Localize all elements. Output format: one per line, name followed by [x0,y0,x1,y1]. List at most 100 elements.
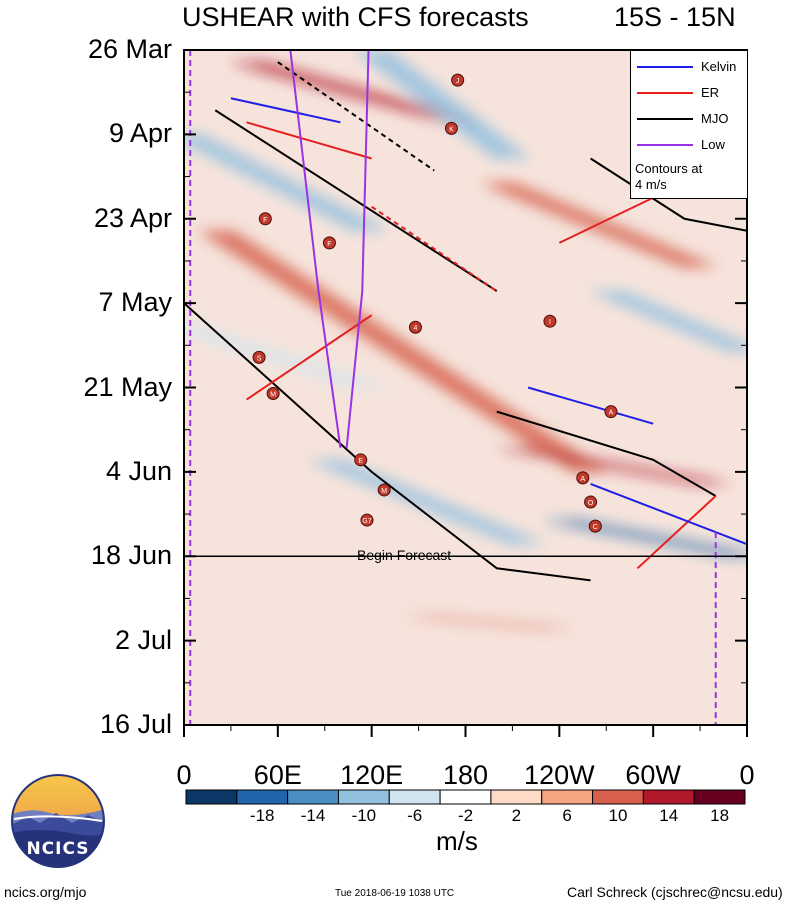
legend-mjo-label: MJO [701,111,729,126]
storm-label: 4 [414,325,418,332]
storm-label: J [456,78,460,85]
colorbar-label: 6 [562,806,572,825]
storm-marker-12: A [576,471,590,485]
storm-symbol [252,350,266,364]
colorbar-swatch-10 [693,789,746,805]
storm-symbol [360,513,374,527]
storm-marker-13: O [584,495,598,509]
colorbar-swatch-7 [541,789,594,805]
storm-markers: J K F F 4 I S M E M G7 A A O C [252,73,618,533]
wave-contour-0 [184,302,591,582]
legend-kelvin-swatch [637,66,693,68]
wave-contour-5 [246,121,372,160]
storm-symbol [576,471,590,485]
colorbar-swatch-4 [388,789,441,805]
colorbar-label: -2 [457,806,474,825]
storm-marker-0: J [451,73,465,87]
shear-band-7 [353,50,531,159]
wave-contour-14 [345,50,370,448]
legend-kelvin: Kelvin [631,57,747,77]
wave-contour-8 [245,314,373,401]
wave-contour-3 [496,410,717,497]
storm-marker-3: F [322,236,336,250]
y-tick-label: 2 Jul [114,624,172,655]
x-tick-label: 60W [625,760,681,790]
storm-symbol [444,121,458,135]
colorbar-swatch-2 [287,789,339,805]
y-tick-label: 7 May [98,287,172,318]
legend-note-line1: Contours at [635,161,703,176]
storm-label: S [257,355,262,362]
storm-marker-9: M [377,483,391,497]
legend-note: Contours at 4 m/s [635,161,702,193]
y-tick-label: 4 Jun [105,455,172,486]
storm-marker-10: G7 [360,513,374,527]
ncics-logo[interactable]: NCICS [10,773,106,869]
x-tick-label: 60E [253,760,302,790]
axis-ticks [183,49,748,737]
legend: Kelvin ER MJO Low Contours at 4 m/s [630,50,748,199]
wave-contour-13 [289,50,342,448]
colorbar-label: -6 [407,806,423,825]
ncics-logo-graphic [11,774,105,868]
shear-band-8 [400,616,578,629]
storm-marker-14: C [588,519,602,533]
footer-url[interactable]: ncics.org/mjo [4,884,87,900]
colorbar [185,789,746,805]
colorbar-label: 18 [710,806,730,825]
legend-mjo: MJO [631,109,747,129]
colorbar-swatch-0 [185,789,238,805]
storm-marker-11: A [604,405,618,419]
storm-symbol [408,320,422,334]
storm-symbol [377,483,391,497]
legend-low-swatch [637,144,693,146]
colorbar-units: m/s [436,826,478,856]
x-tick-label: 0 [739,760,755,790]
y-tick-label: 16 Jul [99,709,172,739]
legend-er-label: ER [701,85,720,100]
y-tick-label: 18 Jun [90,540,172,571]
storm-label: A [609,410,614,417]
colorbar-swatch-3 [337,789,390,805]
shear-band-1 [197,230,609,472]
y-tick-label: 9 Apr [108,118,172,149]
footer-author: Carl Schreck (cjschrec@ncsu.edu) [567,884,783,900]
storm-marker-7: M [266,387,280,401]
legend-kelvin-label: Kelvin [701,59,737,74]
storm-symbol [451,73,465,87]
wave-contour-6 [371,205,498,292]
storm-label: O [588,500,594,507]
colorbar-label: 10 [608,806,628,825]
storm-label: M [381,488,387,495]
legend-low-label: Low [701,137,725,152]
storm-label: A [580,476,585,483]
storm-label: F [263,217,267,224]
forecast-label: Begin Forecast [357,547,452,563]
legend-er: ER [631,83,747,103]
colorbar-label: 2 [511,806,522,825]
storm-marker-2: F [258,212,272,226]
storm-label: F [327,241,331,248]
y-tick-label: 23 Apr [93,202,172,233]
shear-band-6 [184,134,390,231]
storm-label: C [593,524,598,531]
shear-band-10 [588,291,747,352]
storm-label: G7 [362,518,371,525]
storm-symbol [258,212,272,226]
ncics-logo-text: NCICS [26,839,90,859]
wave-contour-12 [590,482,747,546]
wave-contour-4 [590,157,747,232]
x-tick-label: 0 [176,760,192,790]
colorbar-label: -14 [300,806,326,825]
wave-contour-1 [214,109,498,292]
storm-label: I [549,319,551,326]
x-tick-label: 120W [524,760,595,790]
y-tick-label: 26 Mar [87,34,172,64]
footer-timestamp: Tue 2018-06-19 1038 UTC [335,888,455,899]
colorbar-label: 14 [659,806,679,825]
colorbar-swatch-8 [592,789,644,805]
storm-symbol [322,236,336,250]
storm-symbol [354,453,368,467]
colorbar-label: -10 [351,806,377,825]
storm-symbol [588,519,602,533]
